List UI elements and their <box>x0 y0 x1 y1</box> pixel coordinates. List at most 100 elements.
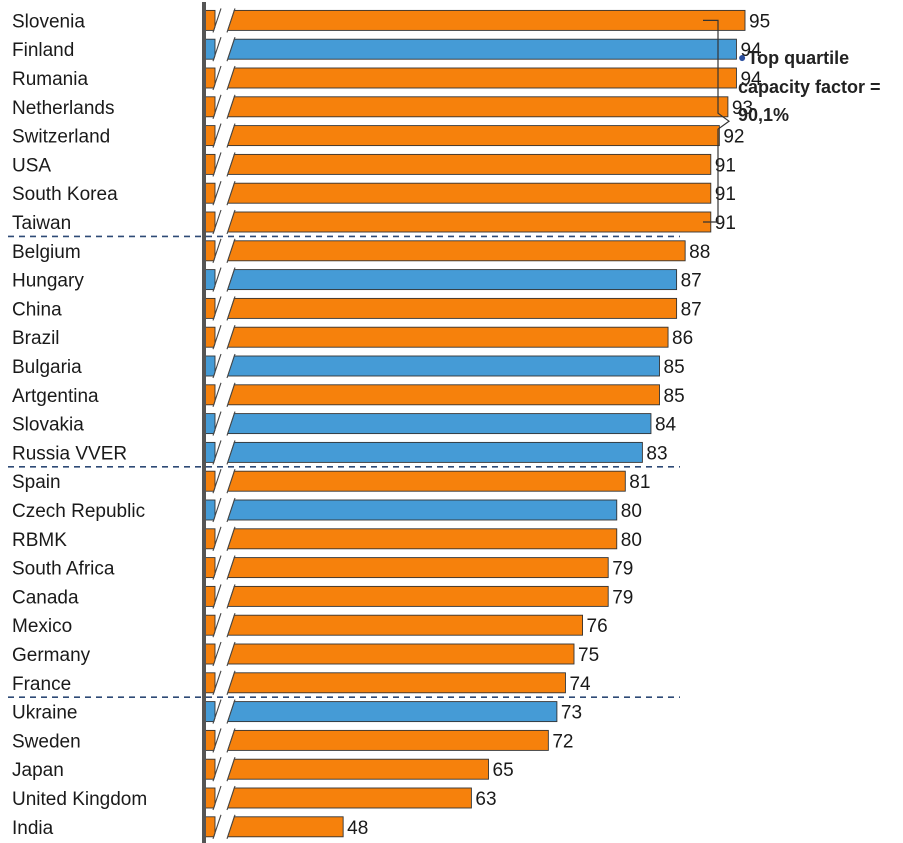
axis-break-gap-south-africa <box>214 556 234 579</box>
bar-slovakia <box>227 413 652 435</box>
bar-belgium <box>227 240 686 262</box>
category-label-mexico: Mexico <box>12 616 72 637</box>
axis-break-mark-left-slovenia <box>212 8 222 33</box>
axis-break-mark-right-china <box>226 296 236 321</box>
value-label-ukraine: 73 <box>561 703 582 724</box>
axis-break-mark-left-china <box>212 296 222 321</box>
axis-break-mark-left-czech-republic <box>212 497 222 523</box>
bar-stub-belgium <box>204 240 216 262</box>
axis-break-mark-right-sweden <box>226 728 236 753</box>
axis-break-gap-spain <box>214 470 234 493</box>
axis-break-gap-slovakia <box>214 412 234 435</box>
bar-stub-bulgaria <box>204 355 216 377</box>
axis-break-mark-right-rumania <box>226 65 236 91</box>
category-label-canada: Canada <box>12 587 79 608</box>
bar-czech-republic <box>227 499 618 521</box>
bar-rumania <box>227 67 737 89</box>
axis-break-gap-ukraine <box>214 700 234 723</box>
value-label-russia-vver: 83 <box>646 443 667 464</box>
annotation-text: Top quartile capacity factor = 90,1% <box>738 48 881 125</box>
axis-break-mark-left-russia-vver <box>212 440 222 465</box>
category-label-japan: Japan <box>12 760 64 781</box>
bar-stub-slovakia <box>204 413 216 435</box>
axis-break-mark-right-mexico <box>226 613 236 638</box>
axis-break-mark-left-rbmk <box>212 526 222 551</box>
axis-break-mark-left-mexico <box>212 613 222 638</box>
axis-break-mark-left-canada <box>212 584 222 609</box>
top-quartile-annotation: ●Top quartile capacity factor = 90,1% <box>738 44 903 129</box>
value-label-taiwan: 91 <box>715 213 736 234</box>
category-label-belgium: Belgium <box>12 242 81 263</box>
axis-break-mark-left-japan <box>212 757 222 782</box>
bar-stub-china <box>204 297 216 319</box>
category-label-sweden: Sweden <box>12 731 81 752</box>
bar-switzerland <box>227 125 720 147</box>
category-label-brazil: Brazil <box>12 328 60 349</box>
axis-break-mark-left-spain <box>212 469 222 494</box>
axis-break-gap-finland <box>214 38 234 61</box>
value-label-switzerland: 92 <box>723 127 744 148</box>
axis-break-mark-right-south-africa <box>226 555 236 580</box>
axis-break-gap-slovenia <box>214 9 234 32</box>
axis-break-mark-left-ukraine <box>212 699 222 724</box>
bar-stub-south-africa <box>204 557 216 579</box>
value-label-belgium: 88 <box>689 242 710 263</box>
bar-stub-japan <box>204 758 216 780</box>
bar-india <box>227 816 344 838</box>
category-label-ukraine: Ukraine <box>12 703 77 724</box>
axis-break-mark-left-switzerland <box>212 123 222 148</box>
axis-break-mark-right-brazil <box>226 325 236 350</box>
bar-japan <box>227 758 489 780</box>
axis-break-gap-belgium <box>214 239 234 262</box>
bullet-icon: ● <box>738 49 747 65</box>
axis-break-gap-canada <box>214 585 234 608</box>
axis-break-gap-hungary <box>214 268 234 291</box>
axis-break-mark-left-india <box>212 814 222 839</box>
bar-finland <box>227 38 737 60</box>
bar-stub-germany <box>204 643 216 665</box>
category-label-taiwan: Taiwan <box>12 213 71 234</box>
bar-south-africa <box>227 557 609 579</box>
axis-break-mark-right-hungary <box>226 267 236 292</box>
top-quartile-bracket <box>703 19 731 223</box>
bar-stub-czech-republic <box>204 499 216 521</box>
value-label-sweden: 72 <box>552 731 573 752</box>
bar-stub-india <box>204 816 216 838</box>
value-label-netherlands: 93 <box>732 98 753 119</box>
bar-netherlands <box>227 96 729 118</box>
value-label-czech-republic: 80 <box>621 501 642 522</box>
axis-break-gap-france <box>214 671 234 694</box>
axis-break-mark-right-ukraine <box>226 699 236 724</box>
bar-ukraine <box>227 701 558 723</box>
bar-stub-rbmk <box>204 528 216 550</box>
bracket-path <box>703 19 731 223</box>
value-label-usa: 91 <box>715 155 736 176</box>
value-label-south-africa: 79 <box>612 559 633 580</box>
value-label-artgentina: 85 <box>664 386 685 407</box>
value-label-slovakia: 84 <box>655 415 677 436</box>
bar-rbmk <box>227 528 618 550</box>
bar-hungary <box>227 269 678 291</box>
bar-russia-vver <box>227 441 643 463</box>
category-label-finland: Finland <box>12 40 74 61</box>
axis-break-mark-left-germany <box>212 641 222 667</box>
axis-break-mark-left-south-africa <box>212 555 222 580</box>
axis-break-mark-left-netherlands <box>212 94 222 119</box>
value-label-spain: 81 <box>629 472 650 493</box>
category-label-india: India <box>12 818 54 839</box>
category-label-slovakia: Slovakia <box>12 415 84 436</box>
bar-stub-united-kingdom <box>204 787 216 809</box>
axis-break-mark-left-usa <box>212 152 222 177</box>
bar-canada <box>227 585 609 607</box>
axis-break-mark-left-finland <box>212 37 222 62</box>
category-label-rumania: Rumania <box>12 69 88 90</box>
bar-stub-hungary <box>204 269 216 291</box>
axis-break-gap-sweden <box>214 729 234 752</box>
axis-break-mark-right-belgium <box>226 238 236 263</box>
quartile-dividers <box>8 235 680 699</box>
bar-stub-slovenia <box>204 9 216 31</box>
axis-break-gap-rbmk <box>214 527 234 550</box>
value-label-south-korea: 91 <box>715 184 736 205</box>
axis-break-mark-right-india <box>226 814 236 839</box>
axis-break-mark-left-brazil <box>212 325 222 350</box>
